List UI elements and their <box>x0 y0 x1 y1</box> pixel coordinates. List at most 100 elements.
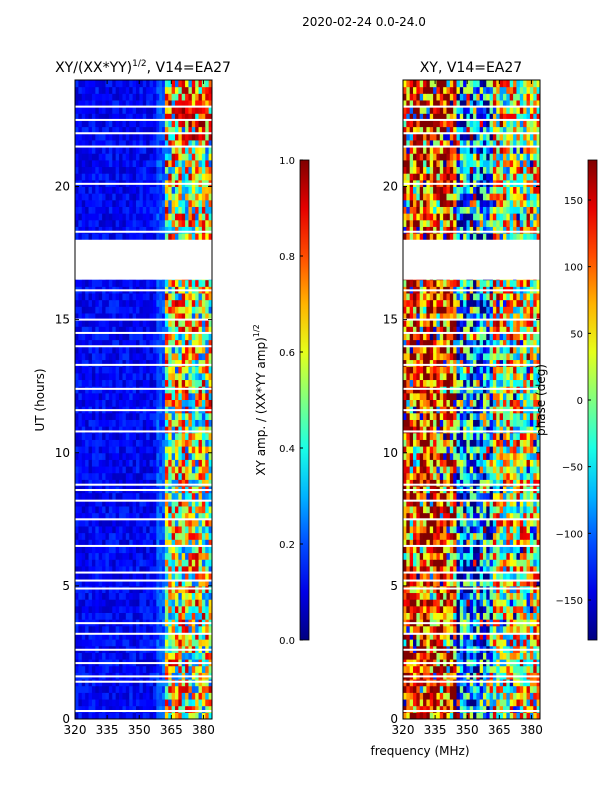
heatmap-cell <box>188 312 193 321</box>
heatmap-cell <box>449 412 454 420</box>
heatmap-cell <box>185 499 189 507</box>
data-gap <box>75 239 212 280</box>
heatmap-cell <box>429 446 434 454</box>
heatmap-cell <box>433 605 437 613</box>
heatmap-cell <box>439 692 444 700</box>
heatmap-cell <box>125 545 130 554</box>
heatmap-cell <box>122 146 127 154</box>
heatmap-cell <box>188 93 193 101</box>
heatmap-cell <box>149 692 154 700</box>
heatmap-cell <box>449 559 454 567</box>
heatmap-cell <box>195 139 200 148</box>
heatmap-cell <box>162 685 166 693</box>
heatmap-cell <box>159 492 163 500</box>
heatmap-cell <box>198 605 203 613</box>
heatmap-cell <box>191 392 196 400</box>
heatmap-cell <box>205 699 210 707</box>
heatmap-cell <box>178 665 183 673</box>
heatmap-cell <box>403 712 407 719</box>
heatmap-cell <box>164 233 169 241</box>
heatmap-cell <box>409 352 414 361</box>
heatmap-cell <box>75 552 79 560</box>
heatmap-cell <box>436 545 441 554</box>
heatmap-cell <box>446 512 451 520</box>
heatmap-cell <box>453 712 458 719</box>
heatmap-cell <box>413 352 417 361</box>
heatmap-cell <box>168 492 173 500</box>
heatmap-cell <box>164 432 169 440</box>
heatmap-cell <box>102 372 106 381</box>
heatmap-cell <box>91 226 96 234</box>
heatmap-cell <box>439 312 444 321</box>
heatmap-cell <box>112 80 117 88</box>
heatmap-cell <box>98 299 103 307</box>
heatmap-cell <box>181 206 186 214</box>
heatmap-cell <box>132 359 137 367</box>
heatmap-cell <box>433 685 437 693</box>
heatmap-cell <box>178 519 183 527</box>
heatmap-cell <box>171 552 176 560</box>
heatmap-cell <box>139 352 144 361</box>
heatmap-cell <box>181 199 186 207</box>
heatmap-cell <box>188 332 193 341</box>
heatmap-cell <box>201 612 206 620</box>
heatmap-cell <box>122 206 127 214</box>
flagged-row <box>75 571 212 574</box>
heatmap-cell <box>146 279 151 287</box>
heatmap-cell <box>156 472 160 480</box>
heatmap-cell <box>142 193 147 201</box>
heatmap-cell <box>142 332 147 341</box>
heatmap-cell <box>119 312 123 321</box>
heatmap-cell <box>433 412 437 420</box>
heatmap-cell <box>181 293 186 301</box>
heatmap-cell <box>125 439 130 447</box>
heatmap-cell <box>91 206 96 214</box>
heatmap-cell <box>95 173 100 181</box>
heatmap-cell <box>195 572 200 580</box>
heatmap-cell <box>164 372 169 381</box>
heatmap-cell <box>129 506 134 514</box>
heatmap-cell <box>108 699 113 707</box>
heatmap-cell <box>98 705 103 713</box>
heatmap-cell <box>112 186 117 194</box>
heatmap-cell <box>81 559 86 567</box>
heatmap-cell <box>164 552 169 560</box>
heatmap-cell <box>108 479 113 487</box>
heatmap-cell <box>102 359 106 367</box>
heatmap-cell <box>188 352 193 361</box>
heatmap-cell <box>112 366 117 374</box>
heatmap-cell <box>168 399 173 407</box>
heatmap-cell <box>142 119 147 128</box>
heatmap-cell <box>108 539 113 547</box>
heatmap-cell <box>453 426 458 434</box>
heatmap-cell <box>436 592 441 600</box>
heatmap-cell <box>105 306 110 314</box>
heatmap-cell <box>95 166 100 174</box>
heatmap-cell <box>149 206 154 214</box>
heatmap-cell <box>122 93 127 101</box>
heatmap-cell <box>159 166 163 174</box>
heatmap-cell <box>88 699 93 707</box>
heatmap-cell <box>142 705 147 713</box>
heatmap-cell <box>115 193 120 201</box>
heatmap-cell <box>188 279 193 287</box>
heatmap-cell <box>112 93 117 101</box>
heatmap-cell <box>122 579 127 587</box>
heatmap-cell <box>125 705 130 713</box>
heatmap-cell <box>201 539 206 547</box>
heatmap-cell <box>105 539 110 547</box>
heatmap-cell <box>188 146 193 154</box>
heatmap-cell <box>429 419 434 427</box>
heatmap-cell <box>188 126 193 134</box>
flagged-row <box>75 118 212 121</box>
heatmap-cell <box>433 466 437 474</box>
heatmap-cell <box>125 319 130 327</box>
heatmap-cell <box>152 579 157 587</box>
heatmap-cell <box>95 193 100 201</box>
heatmap-cell <box>136 565 140 574</box>
heatmap-cell <box>443 532 447 540</box>
heatmap-cell <box>146 146 151 154</box>
heatmap-cell <box>181 612 186 620</box>
heatmap-cell <box>429 326 434 334</box>
heatmap-cell <box>191 545 196 554</box>
